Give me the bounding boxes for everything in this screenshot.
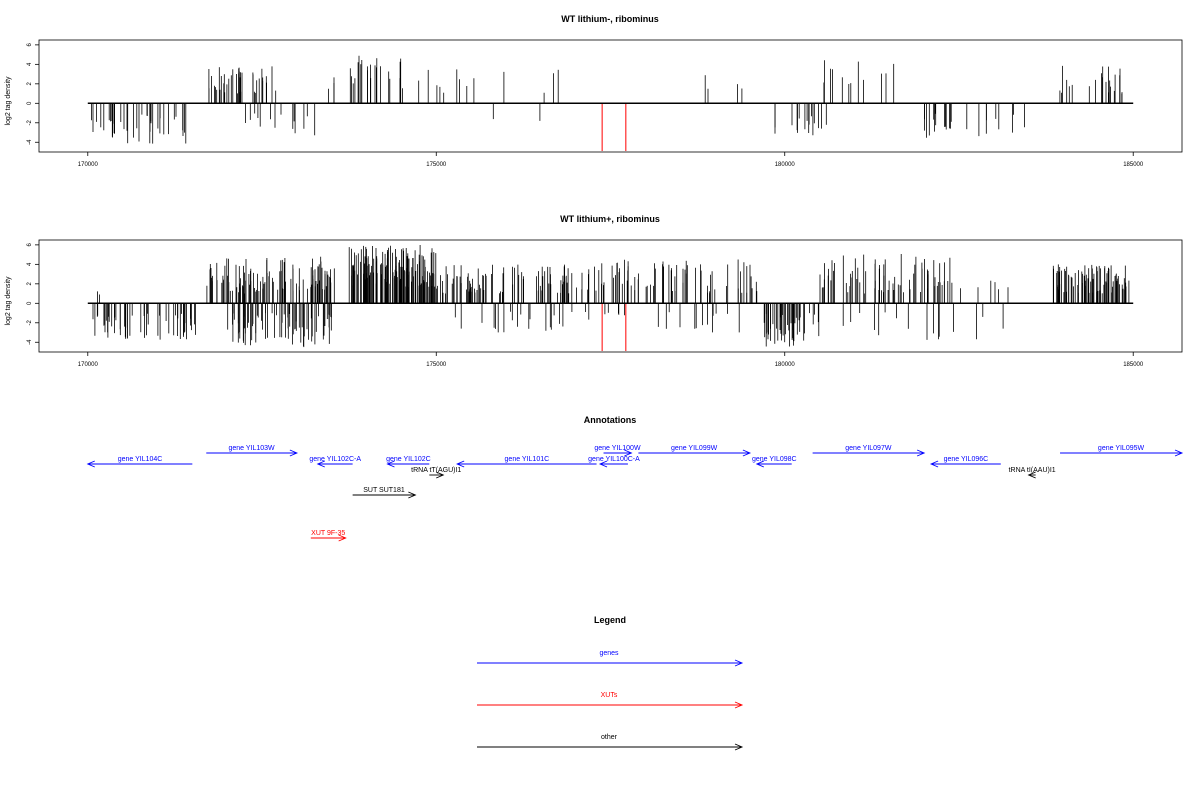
plot-frame	[38, 239, 1183, 353]
annotation-label: gene YIL100W	[594, 445, 641, 452]
legend: Legend genes XUTs other	[477, 615, 744, 751]
bars-group	[92, 245, 1130, 352]
y-tick-label: -2	[27, 119, 33, 125]
legend-item: other	[477, 734, 744, 751]
annotation-label: gene YIL096C	[944, 456, 989, 463]
x-tick-label: 170000	[78, 162, 99, 168]
x-tick-label: 175000	[426, 162, 447, 168]
feature-arrowhead	[386, 460, 395, 468]
annotation-feature: gene YIL102C-A	[309, 456, 361, 468]
feature-arrowhead	[436, 471, 445, 479]
y-tick-label: 2	[27, 81, 33, 85]
feature-arrowhead	[289, 449, 299, 457]
y-axis-label: log2 tag density	[5, 276, 12, 326]
y-tick-label: 6	[27, 43, 33, 47]
annotation-feature: gene YIL104C	[86, 456, 193, 468]
y-tick-label: 6	[27, 243, 33, 247]
feature-arrowhead	[734, 659, 744, 667]
feature-arrowhead	[929, 460, 939, 468]
legend-label: XUTs	[601, 692, 618, 699]
annotation-label: tRNA tT(AGU)I1	[411, 467, 461, 474]
legend-items: genes XUTs other	[477, 650, 744, 751]
annotations-title: Annotations	[584, 415, 637, 425]
feature-arrowhead	[598, 460, 608, 468]
y-tick-label: -4	[27, 139, 33, 145]
annotation-label: SUT SUT181	[363, 487, 405, 494]
legend-item: XUTs	[477, 692, 744, 709]
feature-arrowhead	[456, 460, 465, 468]
bars-group	[91, 55, 1123, 152]
annotation-feature: gene YIL102C	[386, 456, 431, 468]
feature-arrowhead	[1027, 471, 1036, 479]
x-tick-label: 175000	[426, 362, 447, 368]
annotation-label: gene YIL101C	[505, 456, 550, 463]
annotation-features: gene YIL104C gene YIL103W gene YIL102C-A ge…	[86, 445, 1184, 542]
annotation-feature: SUT SUT181	[352, 487, 417, 499]
legend-label: genes	[599, 650, 619, 657]
y-tick-label: 0	[27, 301, 33, 305]
annotation-label: gene YIL098C	[752, 456, 797, 463]
density-panel-lithium-minus: WT lithium-, ribominus log2 tag density …	[5, 14, 1183, 168]
annotation-label: gene YIL095W	[1098, 445, 1145, 452]
density-panel-lithium-plus: WT lithium+, ribominus log2 tag density …	[5, 214, 1183, 368]
annotation-feature: gene YIL103W	[206, 445, 299, 457]
annotation-label: gene YIL103W	[228, 445, 275, 452]
annotation-label: XUT 9F-35	[311, 530, 345, 537]
feature-arrowhead	[755, 460, 765, 468]
annotation-feature: gene YIL097W	[812, 445, 926, 457]
legend-title: Legend	[594, 615, 626, 625]
axes-group: -4 -2 0 2 4 6 170000 175000 180000 185000	[27, 43, 1144, 168]
y-axis-label: log2 tag density	[5, 76, 12, 126]
feature-arrowhead	[316, 460, 325, 468]
panel-title: WT lithium+, ribominus	[560, 214, 660, 224]
panel-title: WT lithium-, ribominus	[561, 14, 659, 24]
annotation-label: tRNA tI(AAU)I1	[1009, 467, 1056, 474]
axes-group: -4 -2 0 2 4 6 170000 175000 180000 185000	[27, 243, 1144, 368]
x-tick-label: 185000	[1123, 362, 1144, 368]
feature-arrowhead	[742, 449, 752, 457]
annotation-label: gene YIL099W	[671, 445, 718, 452]
plot-frame	[38, 39, 1183, 153]
annotation-feature: XUT 9F-35	[310, 530, 347, 542]
x-tick-label: 170000	[78, 362, 99, 368]
feature-arrowhead	[408, 491, 417, 499]
x-tick-label: 180000	[775, 162, 796, 168]
feature-arrowhead	[624, 449, 633, 457]
x-tick-label: 180000	[775, 362, 796, 368]
x-tick-label: 185000	[1123, 162, 1144, 168]
legend-label: other	[601, 734, 618, 741]
y-tick-label: 4	[27, 262, 33, 266]
feature-arrowhead	[1174, 449, 1184, 457]
y-tick-label: -2	[27, 319, 33, 325]
annotation-label: gene YIL104C	[118, 456, 163, 463]
feature-arrowhead	[86, 460, 95, 468]
annotation-feature: gene YIL101C	[456, 456, 597, 468]
y-tick-label: 4	[27, 62, 33, 66]
annotation-feature: gene YIL100C-A	[588, 456, 640, 468]
y-tick-label: -4	[27, 339, 33, 345]
feature-arrowhead	[734, 701, 744, 709]
annotation-feature: gene YIL096C	[929, 456, 1001, 468]
feature-arrowhead	[338, 534, 347, 542]
annotation-feature: gene YIL099W	[638, 445, 752, 457]
feature-arrowhead	[734, 743, 744, 751]
y-tick-label: 0	[27, 101, 33, 105]
legend-item: genes	[477, 650, 744, 667]
annotation-feature: gene YIL100W	[594, 445, 641, 457]
feature-arrowhead	[916, 449, 926, 457]
y-tick-label: 2	[27, 281, 33, 285]
annotation-label: gene YIL097W	[845, 445, 892, 452]
annotation-label: gene YIL102C-A	[309, 456, 361, 463]
annotation-label: gene YIL102C	[386, 456, 431, 463]
annotation-feature: tRNA tT(AGU)I1	[411, 467, 461, 479]
annotation-feature: gene YIL095W	[1060, 445, 1184, 457]
annotation-label: gene YIL100C-A	[588, 456, 640, 463]
annotation-feature: gene YIL098C	[752, 456, 797, 468]
annotation-feature: tRNA tI(AAU)I1	[1009, 467, 1056, 479]
